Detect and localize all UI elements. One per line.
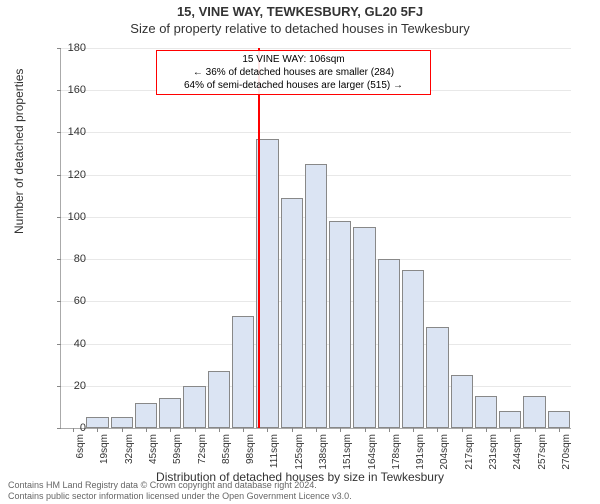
- histogram-bar: [183, 386, 205, 428]
- xtick-label: 191sqm: [415, 434, 426, 470]
- xtick-mark: [510, 428, 511, 432]
- histogram-bar: [232, 316, 254, 428]
- xtick-label: 32sqm: [124, 434, 135, 464]
- histogram-bar: [135, 403, 157, 428]
- xtick-mark: [559, 428, 560, 432]
- xtick-label: 125sqm: [294, 434, 305, 470]
- xtick-label: 231sqm: [488, 434, 499, 470]
- xtick-mark: [389, 428, 390, 432]
- xtick-label: 257sqm: [537, 434, 548, 470]
- histogram-bar: [523, 396, 545, 428]
- annotation-box: 15 VINE WAY: 106sqm← 36% of detached hou…: [156, 50, 431, 95]
- xtick-mark: [219, 428, 220, 432]
- ytick-label: 160: [56, 84, 86, 96]
- xtick-label: 217sqm: [464, 434, 475, 470]
- xtick-label: 164sqm: [367, 434, 378, 470]
- xtick-label: 45sqm: [148, 434, 159, 464]
- histogram-bar: [402, 270, 424, 428]
- xtick-mark: [437, 428, 438, 432]
- title-sub: Size of property relative to detached ho…: [0, 21, 600, 36]
- ytick-label: 20: [56, 380, 86, 392]
- annotation-line: ← 36% of detached houses are smaller (28…: [161, 66, 426, 79]
- xtick-mark: [365, 428, 366, 432]
- histogram-bar: [111, 417, 133, 428]
- histogram-bar: [499, 411, 521, 428]
- histogram-bar: [329, 221, 351, 428]
- xtick-mark: [146, 428, 147, 432]
- ytick-label: 40: [56, 338, 86, 350]
- histogram-bar: [159, 398, 181, 428]
- footer-line1: Contains HM Land Registry data © Crown c…: [8, 480, 352, 491]
- histogram-bar: [281, 198, 303, 428]
- xtick-mark: [97, 428, 98, 432]
- plot: 15 VINE WAY: 106sqm← 36% of detached hou…: [60, 48, 571, 429]
- xtick-mark: [267, 428, 268, 432]
- histogram-bar: [86, 417, 108, 428]
- title-main: 15, VINE WAY, TEWKESBURY, GL20 5FJ: [0, 4, 600, 19]
- xtick-label: 6sqm: [75, 434, 86, 458]
- histogram-bar: [378, 259, 400, 428]
- xtick-label: 111sqm: [269, 434, 280, 468]
- xtick-mark: [243, 428, 244, 432]
- annotation-line: 15 VINE WAY: 106sqm: [161, 53, 426, 66]
- ytick-label: 140: [56, 126, 86, 138]
- xtick-mark: [195, 428, 196, 432]
- histogram-bar: [426, 327, 448, 428]
- xtick-mark: [462, 428, 463, 432]
- ytick-label: 0: [56, 422, 86, 434]
- histogram-bar: [208, 371, 230, 428]
- footer: Contains HM Land Registry data © Crown c…: [8, 480, 352, 502]
- xtick-mark: [292, 428, 293, 432]
- gridline: [61, 48, 571, 49]
- xtick-label: 270sqm: [561, 434, 572, 470]
- xtick-label: 204sqm: [439, 434, 450, 470]
- ytick-label: 100: [56, 211, 86, 223]
- xtick-label: 72sqm: [197, 434, 208, 464]
- xtick-label: 178sqm: [391, 434, 402, 470]
- xtick-mark: [170, 428, 171, 432]
- histogram-bar: [451, 375, 473, 428]
- xtick-mark: [122, 428, 123, 432]
- y-axis-label: Number of detached properties: [12, 69, 26, 234]
- xtick-mark: [486, 428, 487, 432]
- ytick-label: 60: [56, 295, 86, 307]
- annotation-line: 64% of semi-detached houses are larger (…: [161, 79, 426, 92]
- ytick-label: 80: [56, 253, 86, 265]
- ytick-label: 120: [56, 169, 86, 181]
- xtick-label: 19sqm: [99, 434, 110, 464]
- ytick-label: 180: [56, 42, 86, 54]
- xtick-mark: [340, 428, 341, 432]
- histogram-bar: [353, 227, 375, 428]
- footer-line2: Contains public sector information licen…: [8, 491, 352, 502]
- xtick-label: 85sqm: [221, 434, 232, 464]
- gridline: [61, 132, 571, 133]
- histogram-bar: [548, 411, 570, 428]
- xtick-mark: [316, 428, 317, 432]
- xtick-label: 138sqm: [318, 434, 329, 470]
- xtick-label: 98sqm: [245, 434, 256, 464]
- chart-area: 15 VINE WAY: 106sqm← 36% of detached hou…: [60, 48, 570, 428]
- histogram-bar: [305, 164, 327, 428]
- xtick-label: 244sqm: [512, 434, 523, 470]
- histogram-bar: [475, 396, 497, 428]
- xtick-label: 151sqm: [342, 434, 353, 470]
- xtick-mark: [535, 428, 536, 432]
- xtick-mark: [413, 428, 414, 432]
- reference-line: [258, 48, 260, 428]
- xtick-label: 59sqm: [172, 434, 183, 464]
